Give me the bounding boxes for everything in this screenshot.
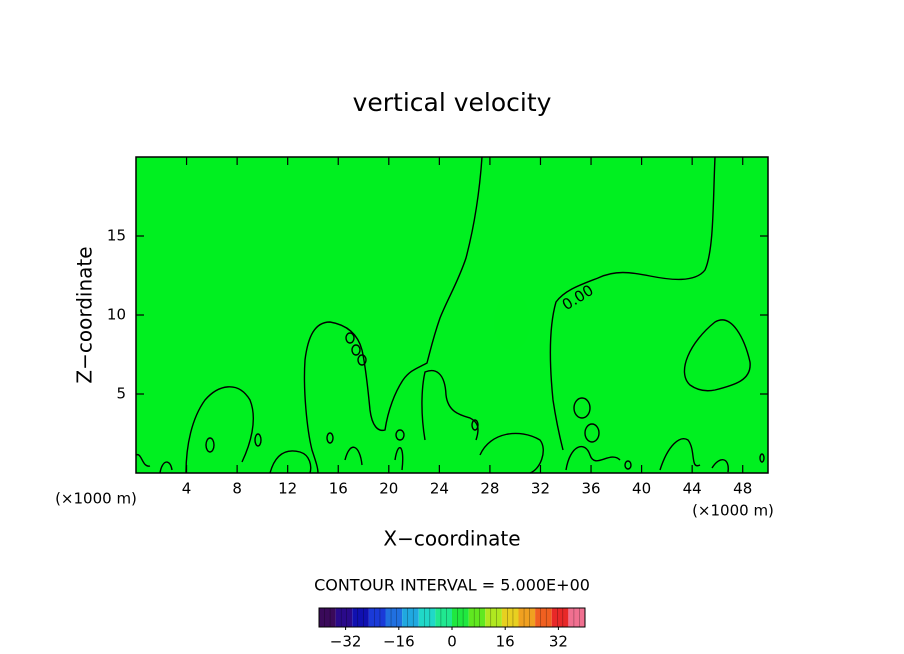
x-tick-label: 48 — [733, 480, 752, 498]
colorbar-bin — [568, 608, 585, 627]
contour-loop — [471, 419, 479, 431]
contour-line — [185, 386, 254, 474]
contour-loop — [573, 397, 591, 419]
y-axis-label: Z−coordinate — [73, 246, 97, 383]
contour-line — [683, 319, 751, 392]
x-tick-label: 16 — [329, 480, 348, 498]
contour-loop — [254, 433, 262, 447]
x-tick-label: 20 — [379, 480, 398, 498]
colorbar-bin — [452, 608, 469, 627]
x-tick-label: 24 — [430, 480, 449, 498]
colorbar-bin — [368, 608, 386, 627]
contour-line — [135, 432, 729, 474]
x-unit-label: (×1000 m) — [692, 502, 774, 520]
contour-loop — [584, 423, 600, 443]
colorbar-bin — [352, 608, 369, 627]
chart-title: vertical velocity — [353, 88, 552, 117]
field-patch — [494, 294, 530, 350]
colorbar-tick-label: 16 — [496, 633, 515, 651]
contour-loop — [759, 453, 765, 463]
y-tick-label: 10 — [107, 306, 126, 324]
contour-loop — [345, 332, 355, 344]
contour-loop — [357, 354, 367, 366]
y-unit-label: (×1000 m) — [55, 490, 137, 508]
colorbar-bin — [535, 608, 552, 627]
x-tick-label: 36 — [581, 480, 600, 498]
contour-loop — [624, 460, 632, 470]
plot-area — [136, 157, 768, 473]
colorbar-bin — [402, 608, 419, 627]
x-tick-label: 8 — [232, 480, 242, 498]
contour-loop — [351, 344, 361, 356]
colorbar-tick-label: −16 — [383, 633, 415, 651]
colorbar-bin — [335, 608, 353, 627]
contour-loop — [205, 437, 215, 453]
colorbar-tick-label: −32 — [330, 633, 362, 651]
x-tick-label: 12 — [278, 480, 297, 498]
x-tick-label: 4 — [182, 480, 192, 498]
contour-loop — [326, 432, 334, 444]
colorbar-bin — [385, 608, 403, 627]
x-tick-label: 32 — [531, 480, 550, 498]
contour-line — [303, 156, 483, 474]
colorbar-bin — [518, 608, 536, 627]
y-tick-label: 5 — [116, 385, 126, 403]
contour-interval: CONTOUR INTERVAL = 5.000E+00 — [314, 576, 590, 595]
contours — [135, 156, 765, 474]
contour-loop — [395, 429, 405, 441]
colorbar-bin — [319, 608, 336, 627]
x-axis-label: X−coordinate — [383, 527, 520, 551]
contour-line — [421, 369, 479, 441]
x-tick-label: 40 — [632, 480, 651, 498]
x-tick-label: 44 — [683, 480, 702, 498]
y-tick-label: 15 — [107, 227, 126, 245]
field — [136, 157, 768, 473]
colorbar-bin — [418, 608, 436, 627]
colorbar-bin — [468, 608, 486, 627]
colorbar-bin — [501, 608, 519, 627]
colorbar-bin — [435, 608, 452, 627]
colorbar-tick-label: 0 — [447, 633, 457, 651]
colorbar-tick-label: 32 — [549, 633, 568, 651]
x-tick-label: 28 — [480, 480, 499, 498]
contour-line — [549, 156, 716, 451]
colorbar-bin — [551, 608, 569, 627]
colorbar-bin — [485, 608, 502, 627]
